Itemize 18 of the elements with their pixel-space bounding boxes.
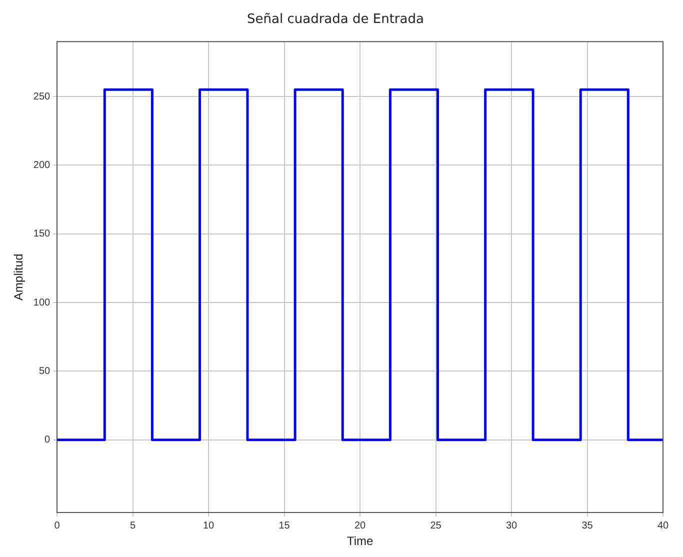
x-tick-label: 5 (130, 520, 136, 532)
x-axis-title: Time (346, 534, 374, 548)
x-tick-label: 10 (203, 520, 215, 532)
x-tick-label: 40 (657, 520, 669, 532)
x-tick-label: 30 (506, 520, 518, 532)
x-tick-label: 20 (354, 520, 366, 532)
y-tick-label: 200 (33, 160, 51, 171)
x-tick-label: 0 (54, 520, 60, 532)
y-axis-title: Amplitud (12, 254, 26, 300)
y-tick-label: 100 (33, 297, 51, 308)
y-tick-label: 250 (33, 91, 51, 102)
y-tick-label: 0 (44, 434, 51, 446)
x-tick-label: 15 (278, 520, 290, 532)
y-tick-label: 50 (38, 366, 51, 377)
y-tick-label: 150 (33, 228, 51, 240)
x-tick-label: 25 (430, 520, 442, 532)
x-tick-label: 35 (582, 520, 594, 532)
chart-title: Señal cuadrada de Entrada (247, 12, 424, 28)
